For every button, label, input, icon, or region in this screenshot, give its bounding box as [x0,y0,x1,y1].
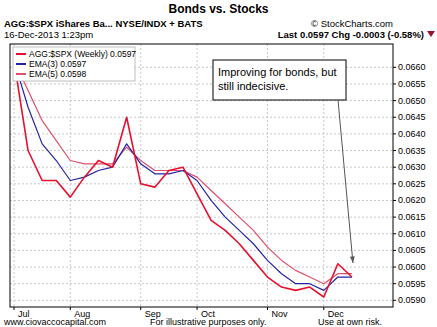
y-tick-label: 0.0650 [398,96,426,106]
y-tick-label: 0.0595 [398,279,426,289]
grid-line [10,283,393,284]
grid-line [10,133,393,134]
grid-line [70,44,71,307]
series-line [14,61,352,297]
annotation-arrowhead [350,256,355,263]
grid-line [10,167,393,168]
annotation-arrow [338,100,353,263]
grid-line [10,183,393,184]
grid-line [10,250,393,251]
grid-line [10,233,393,234]
grid-line [140,44,141,307]
plot-frame [10,44,393,307]
y-tick-label: 0.0655 [398,79,426,89]
y-tick-label: 0.0645 [398,112,426,122]
footer-text: Use at own risk. [318,317,382,327]
legend-swatch [16,73,26,75]
grid-line [10,150,393,151]
grid-line [10,117,393,118]
annotation-text: still indecisive. [218,80,288,92]
title: Bonds vs. Stocks [168,2,268,16]
header-left: AGG:$SPX iShares Ba... NYSE/INDX + BATS [4,18,203,29]
legend-swatch [16,63,26,65]
chart: Bonds vs. Stocks AGG:$SPX iShares Ba... N… [0,0,437,327]
header-right: Last 0.0597 Chg -0.0003 (-0.58%) [278,29,424,40]
y-tick-label: 0.0640 [398,129,426,139]
annotation-box [213,60,346,100]
y-tick-label: 0.0620 [398,195,426,205]
grid-line [14,44,15,307]
change-arrow [427,31,435,37]
header-left: 16-Dec-2013 1:23pm [4,29,93,40]
y-tick-label: 0.0630 [398,162,426,172]
y-tick-label: 0.0635 [398,146,426,156]
y-tick-label: 0.0605 [398,245,426,255]
legend-label: EMA(3) 0.0597 [29,59,86,69]
series-group [14,61,352,297]
legend-swatch [16,53,26,55]
footer-text: www.ciovaccocapital.com [3,317,106,327]
header-right: © StockCharts.com [311,18,393,29]
y-tick-label: 0.0600 [398,262,426,272]
y-tick-label: 0.0610 [398,229,426,239]
grid-line [10,300,393,301]
grid-line [197,44,198,307]
y-tick-label: 0.0590 [398,295,426,305]
x-tick-label: Nov [271,309,288,319]
legend-label: AGG:$SPX (Weekly) 0.0597 [29,49,136,59]
footer-text: For illustrative purposes only. [150,317,266,327]
annotation-text: Improving for bonds, but [218,66,337,78]
legend-label: EMA(5) 0.0598 [29,69,86,79]
plot-area [10,44,393,307]
y-tick-label: 0.0625 [398,179,426,189]
y-tick-label: 0.0615 [398,212,426,222]
series-line [14,61,352,291]
grid-line [10,217,393,218]
y-tick-label: 0.0660 [398,62,426,72]
